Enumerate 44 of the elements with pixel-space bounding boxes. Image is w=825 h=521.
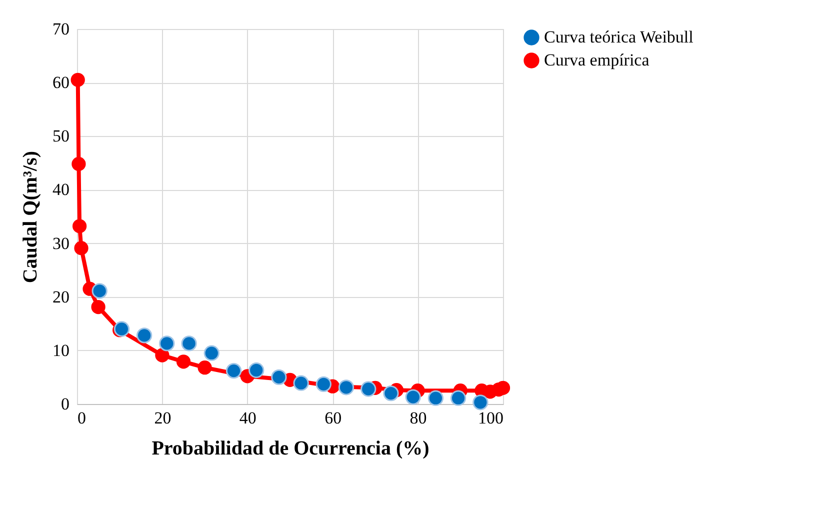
x-tick-label: 80 [410, 408, 427, 428]
y-tick-label: 20 [52, 287, 70, 306]
point [92, 283, 108, 299]
point [91, 300, 106, 314]
point [72, 219, 87, 234]
point [316, 376, 332, 392]
x-tick-label: 100 [478, 408, 504, 428]
y-tick-label: 60 [52, 73, 70, 92]
point [114, 321, 130, 337]
point [360, 381, 376, 397]
y-tick-label: 40 [52, 180, 70, 200]
x-tick-label: 60 [324, 408, 342, 428]
y-tick-label: 70 [52, 20, 70, 38]
point [226, 362, 242, 379]
point [198, 360, 212, 375]
x-axis-title: Probabilidad de Ocurrencia (%) [152, 438, 430, 460]
legend-label: Curva empírica [544, 50, 650, 70]
point [70, 72, 85, 87]
point [472, 394, 488, 410]
y-tick-label: 10 [52, 340, 70, 360]
point [155, 348, 170, 362]
point [159, 336, 175, 352]
y-tick-label: 50 [52, 126, 70, 146]
y-tick-label: 0 [61, 394, 70, 414]
point [204, 345, 220, 361]
point [181, 336, 197, 352]
point [176, 354, 191, 369]
point [450, 390, 466, 406]
point [271, 369, 287, 386]
y-tick-label: 30 [52, 234, 70, 253]
x-tick-label: 0 [78, 408, 86, 428]
x-tick-label: 20 [154, 408, 172, 428]
point [405, 389, 421, 405]
point [428, 390, 444, 406]
point [72, 156, 86, 172]
point [74, 241, 88, 256]
point [136, 328, 152, 344]
point [383, 385, 399, 402]
x-tick-label: 40 [239, 408, 256, 428]
y-axis-title: Caudal Q(m³/s) [20, 150, 42, 284]
point [338, 380, 354, 396]
legend-label: Curva teórica Weibull [544, 28, 694, 46]
point [248, 362, 264, 378]
point [293, 375, 309, 391]
